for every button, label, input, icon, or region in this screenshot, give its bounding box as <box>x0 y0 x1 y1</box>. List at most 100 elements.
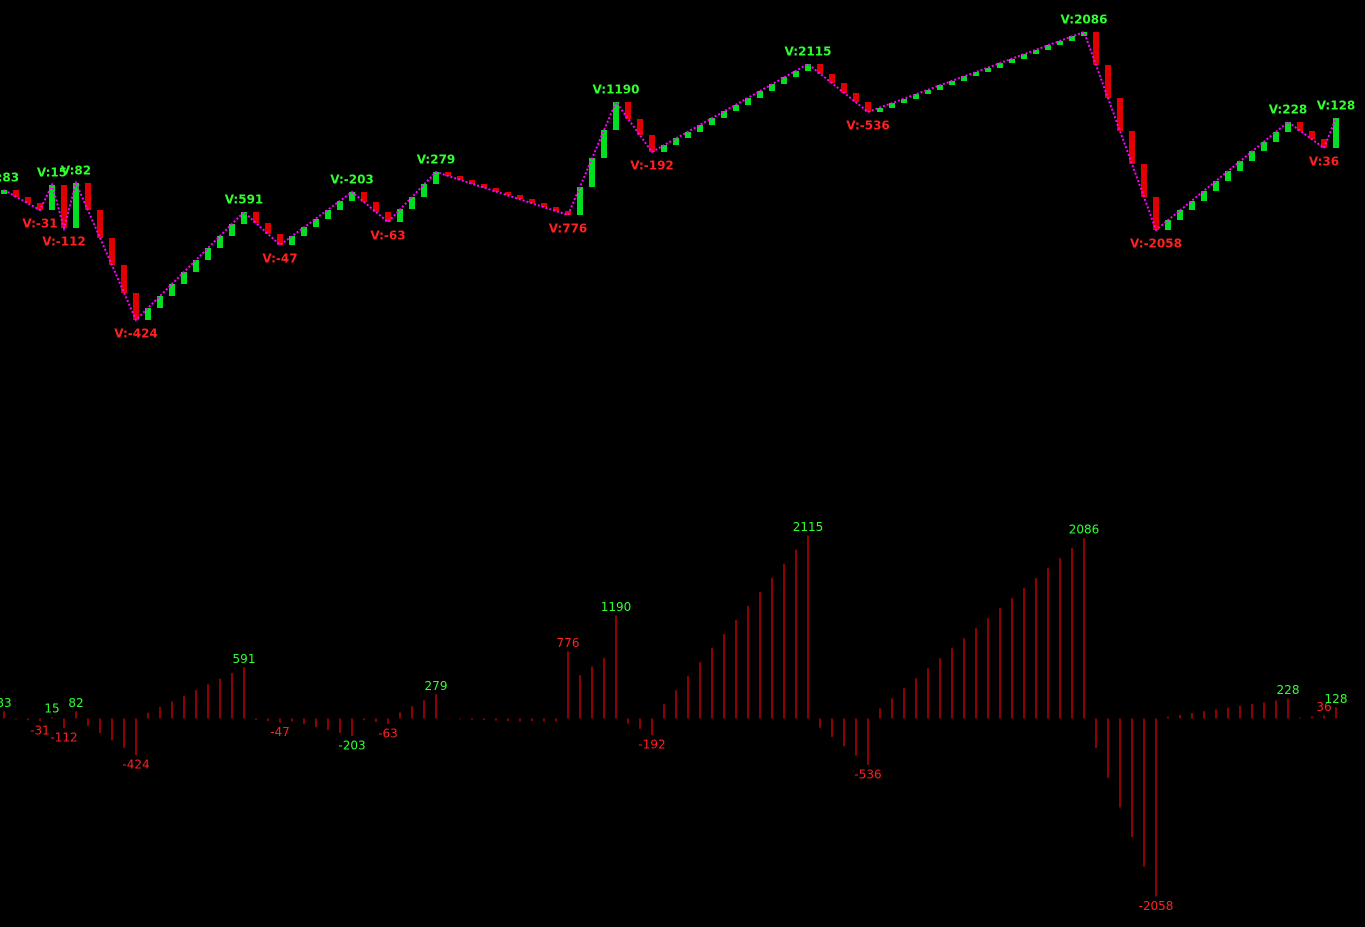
candle <box>85 183 91 210</box>
candle <box>577 187 583 215</box>
candle <box>829 74 835 83</box>
pivot-label: V:2086 <box>1061 13 1108 27</box>
candle <box>1021 54 1027 59</box>
candle <box>1117 98 1123 131</box>
candle <box>445 172 451 176</box>
pivot-label: V:279 <box>417 153 456 167</box>
candle <box>1057 41 1063 45</box>
bar-label: -63 <box>378 726 398 740</box>
candle <box>1045 45 1051 50</box>
candle <box>973 72 979 76</box>
candle <box>601 130 607 158</box>
bar-label: 228 <box>1277 683 1300 697</box>
candle <box>265 223 271 234</box>
bar-label: 15 <box>44 702 59 716</box>
bar-label: -203 <box>338 739 365 753</box>
candle <box>49 185 55 210</box>
candle <box>781 77 787 84</box>
candle <box>1189 201 1195 210</box>
candle <box>1153 197 1159 230</box>
bar-label: 2086 <box>1069 523 1100 537</box>
bar-label: 1190 <box>601 600 632 614</box>
candle <box>289 236 295 245</box>
candle <box>1249 151 1255 161</box>
candle <box>1093 32 1099 65</box>
pivot-label: V:-2058 <box>1130 237 1182 251</box>
candle <box>373 202 379 212</box>
candle <box>769 84 775 91</box>
candle <box>1105 65 1111 98</box>
candle <box>1201 191 1207 201</box>
candle <box>1213 181 1219 191</box>
candle <box>961 76 967 81</box>
candle <box>649 135 655 152</box>
candle <box>25 197 31 203</box>
candle <box>1177 210 1183 220</box>
zigzag-line <box>3 30 1337 322</box>
candle <box>553 207 559 211</box>
pivot-label: V:-203 <box>330 173 374 187</box>
candle <box>541 203 547 207</box>
pivot-label: V:2115 <box>785 45 832 59</box>
candle <box>985 68 991 72</box>
candle <box>637 119 643 135</box>
candle <box>109 238 115 265</box>
candle <box>1285 122 1291 132</box>
candle <box>1273 132 1279 142</box>
candle <box>1033 50 1039 54</box>
pivot-label: V:-192 <box>630 159 674 173</box>
candle <box>805 64 811 71</box>
candle <box>745 98 751 105</box>
candle <box>61 185 67 228</box>
candle <box>457 176 463 180</box>
pivot-label: V:-536 <box>846 119 890 133</box>
candle <box>853 93 859 102</box>
bar-label: 279 <box>425 679 448 693</box>
bar-label: -31 <box>30 724 50 738</box>
candle <box>697 125 703 132</box>
candle <box>481 184 487 188</box>
candle <box>889 103 895 108</box>
candle <box>253 212 259 223</box>
candle <box>841 83 847 93</box>
candle <box>1141 164 1147 197</box>
candle <box>385 212 391 222</box>
candle <box>1297 122 1303 131</box>
candle <box>529 199 535 203</box>
candle <box>997 63 1003 68</box>
candle <box>1165 220 1171 230</box>
candle <box>301 227 307 236</box>
candle <box>349 192 355 201</box>
pivot-label: V:776 <box>549 222 588 236</box>
bar-label: -2058 <box>1139 899 1174 913</box>
pivot-label: V:-112 <box>42 235 86 249</box>
candle <box>1 190 7 194</box>
candle <box>97 210 103 238</box>
candle <box>169 284 175 296</box>
candle <box>625 102 631 119</box>
candle <box>37 203 43 210</box>
pivot-label: V:36 <box>1309 155 1339 169</box>
candle <box>613 102 619 130</box>
candle <box>1237 161 1243 171</box>
candle <box>337 201 343 210</box>
bar-label: 591 <box>233 652 256 666</box>
candle <box>949 81 955 85</box>
candle <box>1129 131 1135 164</box>
pivot-label: V:-47 <box>262 252 297 266</box>
pivot-label: V:83 <box>0 171 19 185</box>
candle <box>709 118 715 125</box>
candle <box>73 183 79 228</box>
candle <box>493 188 499 192</box>
candle <box>157 296 163 308</box>
bar-label: -47 <box>270 725 290 739</box>
candle <box>409 197 415 209</box>
candle <box>121 265 127 293</box>
candle <box>1009 59 1015 63</box>
bar-label: -112 <box>50 731 77 745</box>
candle <box>1261 142 1267 151</box>
pivot-label: V:1190 <box>593 83 640 97</box>
candle <box>205 248 211 260</box>
